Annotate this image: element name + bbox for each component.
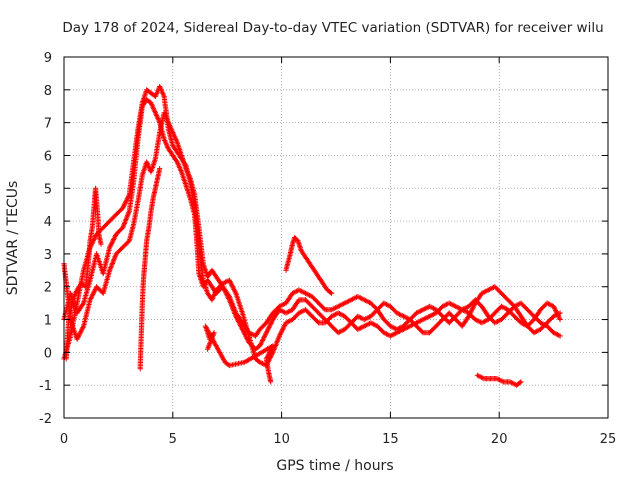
series-trace-h <box>202 323 276 385</box>
series-trace-c <box>61 83 563 369</box>
y-tick-label: 0 <box>44 346 52 361</box>
marker-trail <box>61 83 563 369</box>
y-tick-label: -2 <box>39 412 52 427</box>
y-tick-label: 3 <box>44 248 52 263</box>
marker-trail <box>283 234 335 296</box>
marker-trail <box>474 372 524 388</box>
y-tick-label: 1 <box>44 314 52 329</box>
x-tick-label: 5 <box>169 432 177 447</box>
plot-frame <box>63 56 609 419</box>
series-trace-g <box>474 372 524 388</box>
chart-title: Day 178 of 2024, Sidereal Day-to-day VTE… <box>62 20 603 36</box>
y-tick-label: 9 <box>44 51 52 66</box>
y-tick-label: 7 <box>44 117 52 132</box>
x-tick-label: 0 <box>60 432 68 447</box>
x-tick-label: 10 <box>273 432 290 447</box>
y-tick-label: 8 <box>44 84 52 99</box>
marker-trail <box>63 185 104 362</box>
y-tick-label: 6 <box>44 149 52 164</box>
data-series <box>61 83 563 388</box>
x-tick-label: 15 <box>382 432 399 447</box>
marker-trail <box>137 166 163 372</box>
y-axis-label: SDTVAR / TECUs <box>5 181 21 296</box>
x-tick-label: 20 <box>491 432 508 447</box>
axis-ticks: 0 5 10 15 20 25 -2 -1 0 1 2 3 4 5 6 7 8 9 <box>39 51 616 447</box>
y-tick-label: 4 <box>44 215 52 230</box>
series-trace-d <box>63 185 104 362</box>
series-trace-e <box>137 166 163 372</box>
series-trace-f <box>283 234 335 296</box>
x-axis-label: GPS time / hours <box>276 458 393 474</box>
y-tick-label: 2 <box>44 281 52 296</box>
y-tick-label: 5 <box>44 182 52 197</box>
x-tick-label: 25 <box>600 432 617 447</box>
y-tick-label: -1 <box>39 379 52 394</box>
marker-trail <box>202 323 276 385</box>
